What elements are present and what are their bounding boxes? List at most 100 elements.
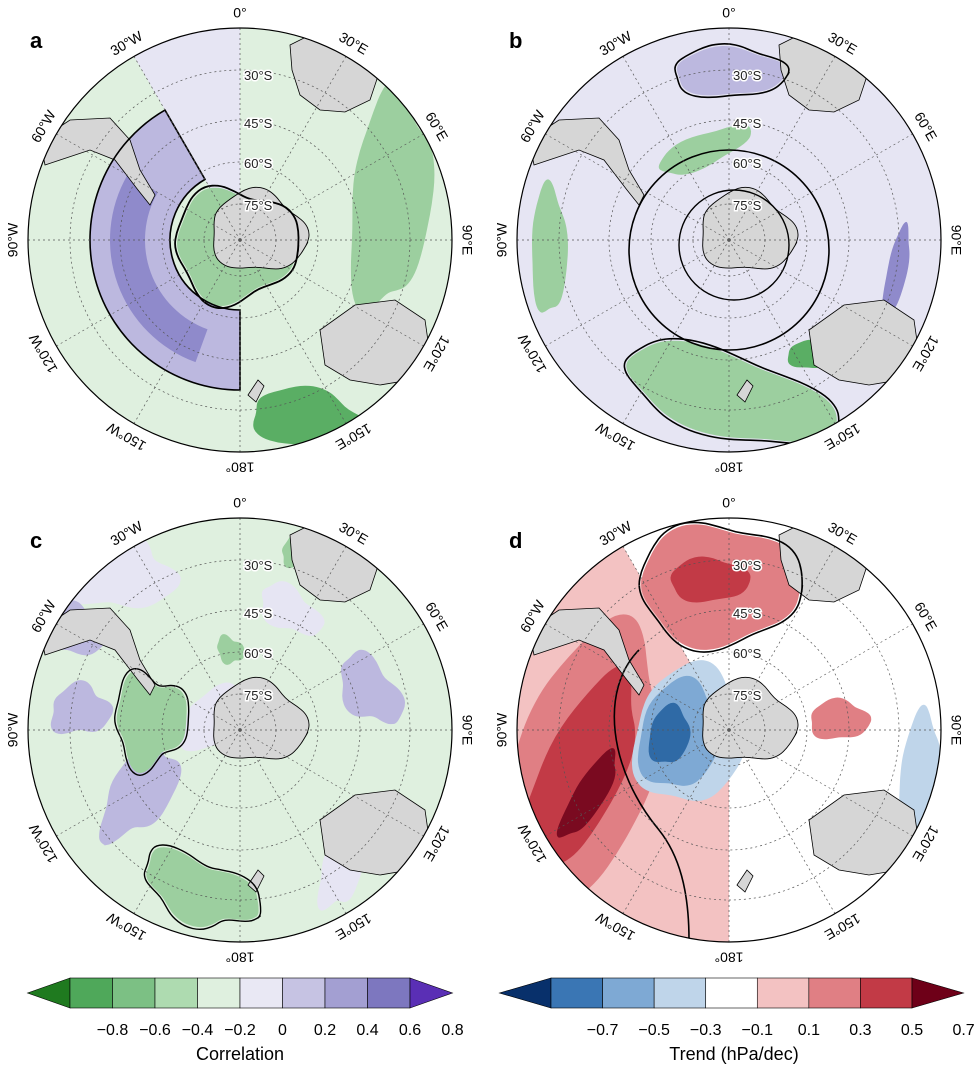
green-patch [146, 847, 259, 928]
meridian-line [545, 623, 730, 731]
meridian-line [56, 729, 241, 837]
meridian-line [545, 239, 730, 347]
colorbar-correlation-title: Correlation [195, 1044, 285, 1064]
lon-label-180°: 180° [226, 949, 255, 965]
meridian-line [239, 239, 424, 347]
south-america-landmass [39, 607, 156, 696]
contour-line [623, 337, 840, 445]
purple-east [882, 221, 910, 312]
colorbar-segment [282, 977, 326, 1009]
south-america-landmass [39, 117, 156, 206]
green-patch [116, 670, 187, 773]
meridian-line [622, 546, 730, 731]
lat-label-75°S: 75°S [244, 198, 273, 213]
red-north-dark [670, 556, 751, 603]
lat-label-75°S: 75°S [244, 688, 273, 703]
lon-label-180°: 180° [226, 459, 255, 475]
lat-circle [650, 651, 808, 809]
colorbar-tick-label: −0.3 [689, 1022, 722, 1039]
new-zealand-landmass [736, 379, 754, 403]
lon-label-0°: 0° [722, 5, 735, 21]
lon-label-180°: 180° [715, 459, 744, 475]
lat-label-60°S: 60°S [244, 156, 273, 171]
colorbar-correlation-ticks: −0.8 −0.6 −0.4 −0.2 0 0.2 0.4 0.6 0.8 [0, 1022, 489, 1042]
colorbar-tick-label: 0.7 [952, 1022, 975, 1039]
colorbar-segment [367, 977, 411, 1009]
colorbar-extend-high [911, 977, 965, 1009]
lon-label-0°: 0° [233, 495, 246, 511]
map-a: 30°S45°S60°S75°S0°30°E60°E90°E120°E150°E… [5, 5, 476, 475]
lat-label-45°S: 45°S [244, 116, 273, 131]
lat-label-45°S: 45°S [733, 606, 762, 621]
contour-line [89, 109, 241, 391]
colorbar-tick-label: 0.1 [797, 1022, 820, 1039]
colorbar-segment [112, 977, 156, 1009]
lat-label-30°S: 30°S [244, 558, 273, 573]
map-boundary [27, 517, 453, 943]
meridian-line [622, 729, 730, 914]
meridian-line [239, 133, 424, 241]
colorbar-correlation-scale [26, 977, 454, 1009]
map-b: 30°S45°S60°S75°S0°30°E60°E90°E120°E150°E… [494, 5, 965, 475]
meridian-line [133, 239, 241, 424]
meridian-line [728, 133, 913, 241]
meridian-line [728, 239, 913, 347]
purple-patch [50, 680, 114, 735]
lat-label-45°S: 45°S [733, 116, 762, 131]
panel-c: c 30°S 45°S 60°S 75°S 0° 30°E 60°E 90°E 120°E 150… [0, 490, 489, 965]
lon-label-90°W: 90°W [494, 222, 510, 257]
lon-label-90°E: 90°E [948, 225, 964, 256]
colorbar-tick-label: −0.5 [638, 1022, 670, 1039]
panel-d: d 30°S 45°S 60°S 75°S 0° 30°E 60°E 90°E 120°E 150… [489, 490, 978, 965]
colorbar-trend-scale [498, 977, 965, 1009]
red-east [811, 697, 872, 740]
colorbar-extend-low [26, 977, 71, 1009]
colorbar-segment [69, 977, 113, 1009]
lon-label-0°: 0° [233, 5, 246, 21]
panel-letter-d: d [509, 528, 523, 553]
colorbar-tick-label: 0.3 [849, 1022, 872, 1039]
lat-circle [161, 161, 319, 319]
purple-patch [340, 649, 406, 725]
purple-patch [261, 581, 325, 636]
new-zealand-landmass [247, 379, 265, 403]
lon-label-180°: 180° [715, 949, 744, 965]
colorbar-tick-label: 0.6 [398, 1022, 422, 1039]
colorbar-tick-label: 0.8 [441, 1022, 464, 1039]
purple-north [676, 45, 788, 96]
lat-label-30°S: 30°S [733, 558, 762, 573]
contour-line [674, 43, 790, 99]
lon-label-90°E: 90°E [948, 715, 964, 746]
panel-letter-c: c [30, 528, 43, 553]
lon-label-90°E: 90°E [459, 225, 475, 256]
colorbar-segment [550, 977, 603, 1009]
contour-line [174, 184, 300, 310]
field-layer [517, 518, 941, 942]
contour-line [143, 844, 262, 931]
colorbar-trend-title: Trend (hPa/dec) [669, 1044, 799, 1064]
meridian-line [56, 133, 241, 241]
lon-label-90°E: 90°E [459, 715, 475, 746]
colorbar-segment [653, 977, 707, 1009]
colorbar-extend-high [409, 977, 454, 1009]
colorbar-trend-ticks: −0.7 −0.5 −0.3 −0.1 0.1 0.3 0.5 0.7 [489, 1022, 978, 1042]
colorbar-extend-low [498, 977, 552, 1009]
colorbar-segment [154, 977, 198, 1009]
green-patch [217, 634, 245, 665]
colorbar-tick-label: −0.6 [139, 1022, 171, 1039]
lat-label-75°S: 75°S [733, 198, 762, 213]
contour-line [638, 521, 804, 653]
map-boundary [516, 27, 942, 453]
meridian-line [545, 133, 730, 241]
lat-label-75°S: 75°S [733, 688, 762, 703]
meridian-line [133, 546, 241, 731]
map-d: 30°S45°S60°S75°S0°30°E60°E90°E120°E150°E… [494, 495, 965, 965]
south-america-landmass [528, 607, 645, 696]
red-west-dark [517, 665, 636, 871]
meridian-line [728, 729, 836, 914]
meridian-line [622, 56, 730, 241]
map-boundary [516, 517, 942, 943]
colorbar-tick-label: −0.2 [224, 1022, 256, 1039]
lat-label-60°S: 60°S [733, 156, 762, 171]
colorbar-segment [860, 977, 913, 1009]
